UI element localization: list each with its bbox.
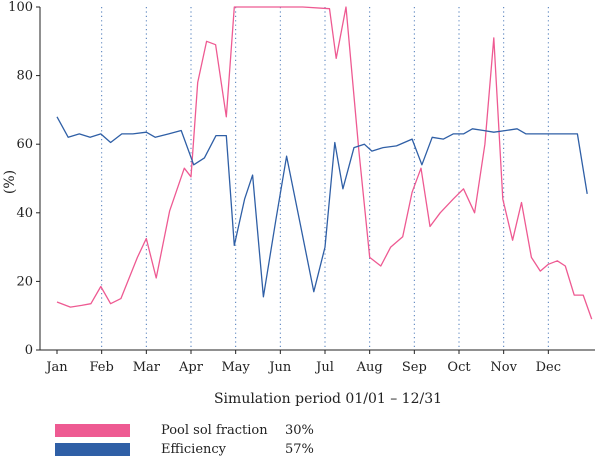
x-tick-label-jul: Jul bbox=[314, 360, 334, 375]
x-tick-label-aug: Aug bbox=[356, 360, 383, 375]
x-axis-title: Simulation period 01/01 – 12/31 bbox=[214, 391, 442, 407]
series-line-pool-sol-fraction bbox=[56, 6, 593, 320]
legend-swatch-efficiency bbox=[55, 443, 130, 456]
y-tick-label: 0 bbox=[25, 343, 33, 358]
x-tick-label-mar: Mar bbox=[133, 360, 161, 375]
y-tick-label: 100 bbox=[8, 0, 33, 15]
legend-value-pool-sol-fraction: 30% bbox=[285, 423, 314, 438]
legend-item-efficiency: Efficiency 57% bbox=[55, 440, 314, 459]
y-axis-title: (%) bbox=[2, 170, 18, 194]
y-tick-label: 80 bbox=[16, 69, 33, 84]
y-tick-label: 40 bbox=[16, 206, 33, 221]
series-line-efficiency bbox=[56, 116, 588, 298]
legend-label-pool-sol-fraction: Pool sol fraction bbox=[161, 423, 268, 438]
series-lines bbox=[56, 6, 593, 320]
vertical-gridlines bbox=[101, 7, 549, 350]
x-tick-label-jan: Jan bbox=[44, 360, 68, 375]
x-tick-label-oct: Oct bbox=[447, 360, 471, 375]
x-ticks: Jan Feb Mar Apr May Jun Jul Aug Sep Oct Nov Dec bbox=[44, 350, 561, 375]
legend-swatch-pool-sol-fraction bbox=[55, 424, 130, 437]
x-tick-label-feb: Feb bbox=[90, 360, 114, 375]
y-ticks: 0 20 40 60 80 100 bbox=[8, 0, 40, 358]
x-tick-label-sep: Sep bbox=[402, 360, 427, 375]
legend-label-efficiency: Efficiency bbox=[161, 442, 227, 457]
legend-item-pool-sol-fraction: Pool sol fraction 30% bbox=[55, 421, 314, 440]
x-tick-label-dec: Dec bbox=[536, 360, 561, 375]
y-tick-label: 20 bbox=[16, 274, 33, 289]
x-tick-label-apr: Apr bbox=[178, 360, 204, 375]
line-chart: 0 20 40 60 80 100 Jan Feb Mar Apr May Jun Jul Aug Sep… bbox=[2, 0, 595, 407]
x-tick-label-jun: Jun bbox=[267, 360, 292, 375]
x-tick-label-nov: Nov bbox=[490, 360, 517, 375]
legend: Pool sol fraction 30% Efficiency 57% bbox=[55, 421, 314, 459]
legend-value-efficiency: 57% bbox=[285, 442, 314, 457]
x-tick-label-may: May bbox=[221, 360, 250, 375]
y-tick-label: 60 bbox=[16, 137, 33, 152]
axes bbox=[39, 7, 595, 351]
